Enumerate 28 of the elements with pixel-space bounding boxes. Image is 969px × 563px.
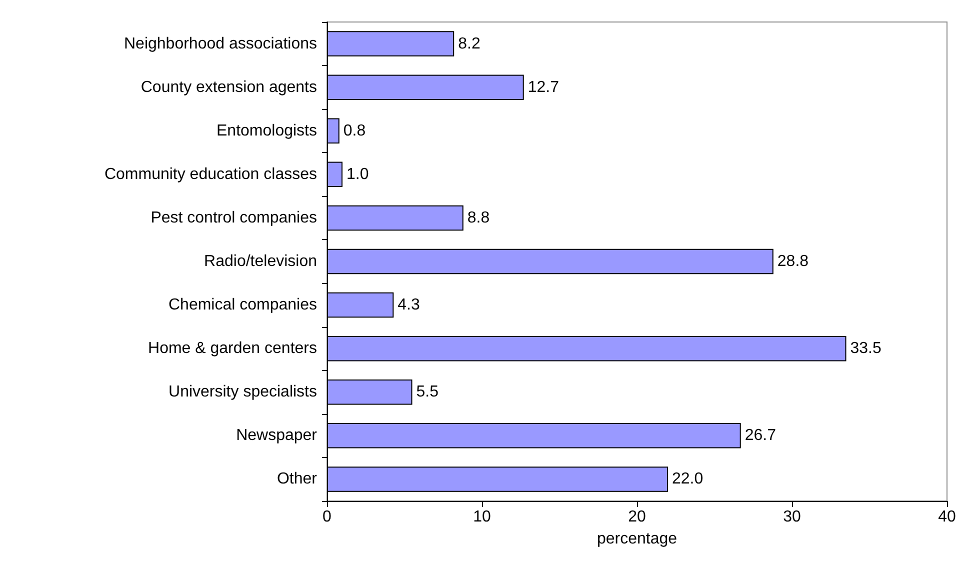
x-tick-label: 10	[473, 508, 491, 526]
data-label: 26.7	[744, 427, 776, 444]
x-axis-title: percentage	[596, 530, 678, 548]
data-label: 4.3	[398, 296, 420, 314]
y-tick-label: Neighborhood associations	[124, 35, 317, 52]
data-label: 28.8	[777, 253, 809, 270]
data-label: 8.2	[458, 35, 480, 52]
x-tick-label: 30	[783, 508, 801, 526]
y-tick-label: Community education classes	[104, 166, 317, 183]
y-tick-label: Home & garden centers	[148, 340, 317, 358]
data-label: 12.7	[528, 78, 560, 96]
data-label: 0.8	[343, 122, 366, 140]
y-tick-label: Other	[276, 470, 318, 488]
x-tick-label: 0	[322, 508, 332, 526]
y-tick-label: Newspaper	[236, 427, 318, 444]
data-label: 33.5	[850, 340, 882, 358]
data-label: 8.8	[467, 209, 490, 226]
data-label: 5.5	[416, 384, 439, 401]
y-tick-label: County extension agents	[140, 78, 317, 96]
y-tick-label: Radio/television	[204, 253, 317, 270]
data-label: 1.0	[346, 166, 369, 183]
y-tick-label: Entomologists	[216, 122, 317, 140]
y-tick-label: Pest control companies	[150, 209, 317, 226]
data-label: 22.0	[672, 470, 704, 488]
y-tick-label: Chemical companies	[168, 296, 317, 314]
x-tick-label: 40	[938, 508, 956, 526]
x-tick-label: 20	[628, 508, 646, 526]
y-tick-label: University specialists	[168, 384, 317, 401]
